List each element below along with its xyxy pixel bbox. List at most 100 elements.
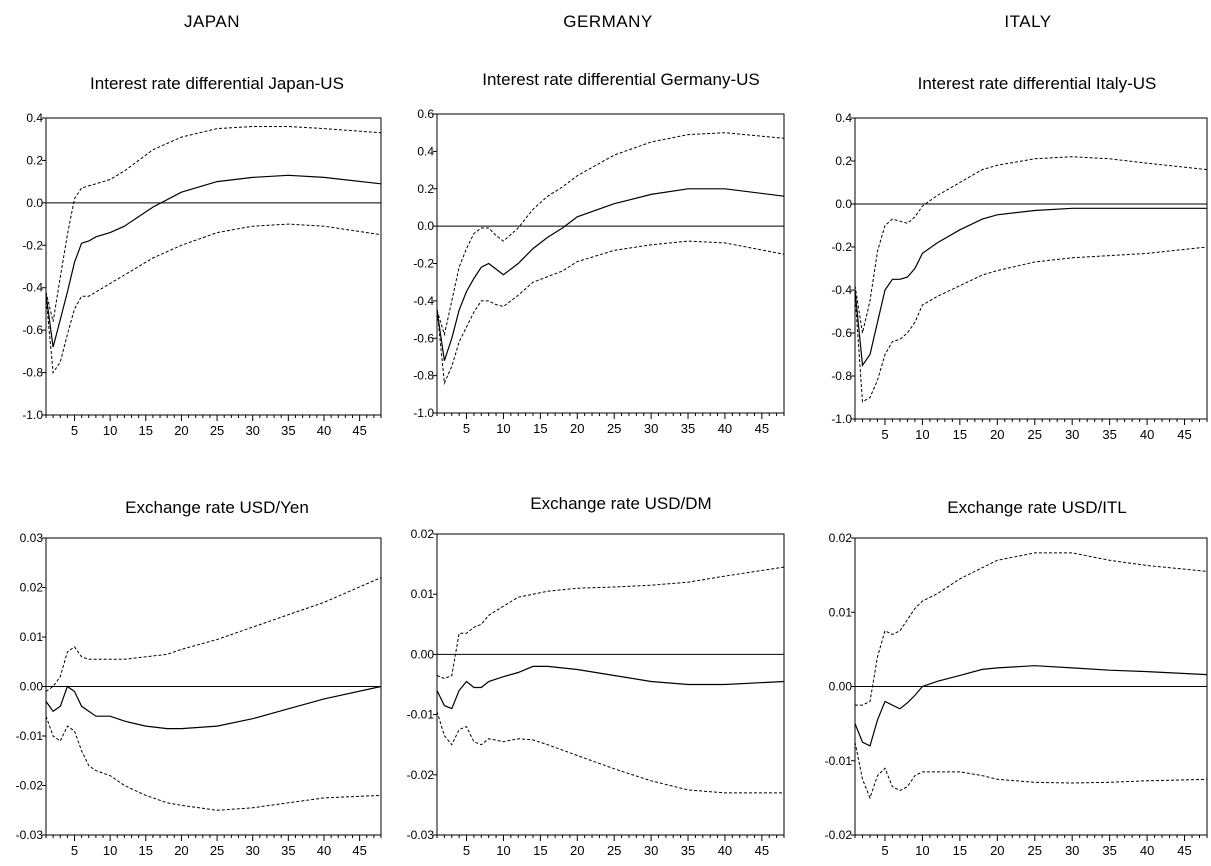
y-tick-label: -0.2 — [413, 257, 434, 271]
y-tick-label: -0.03 — [407, 828, 435, 842]
y-tick-label: -0.4 — [22, 281, 43, 295]
x-tick-label: 45 — [352, 843, 366, 858]
y-tick-label: -0.01 — [825, 754, 853, 768]
x-tick-label: 5 — [71, 843, 78, 858]
x-tick-label: 30 — [644, 421, 658, 436]
panel-title-germany-exchange: Exchange rate USD/DM — [530, 494, 712, 513]
y-tick-label: 0.00 — [20, 680, 44, 694]
impulse-response-line-germany-interest — [436, 188, 785, 361]
y-tick-label: 0.6 — [417, 107, 434, 121]
chart-japan-exchange: -0.03 -0.02 -0.01 0.00 0.01 0.02 0.03 5 10 15 20 25… — [16, 531, 382, 858]
y-tick-label: 0.4 — [417, 144, 434, 158]
x-tick-label: 25 — [1028, 427, 1042, 442]
y-tick-label: -0.03 — [16, 828, 44, 842]
upper-confidence-band-germany-interest — [436, 132, 785, 337]
x-tick-label: 10 — [915, 427, 929, 442]
y-tick-label: 0.00 — [829, 680, 853, 694]
y-tick-label: -1.0 — [831, 412, 852, 426]
lower-confidence-band-italy-exchange — [854, 742, 1208, 800]
y-tick-label: -0.8 — [22, 366, 43, 380]
y-tick-label: 0.0 — [835, 197, 852, 211]
y-tick-label: 0.2 — [417, 182, 434, 196]
x-tick-label: 5 — [463, 843, 470, 858]
y-tick-label: -0.6 — [413, 331, 434, 345]
x-tick-label: 35 — [681, 421, 695, 436]
upper-confidence-band-italy-exchange — [855, 552, 1208, 706]
x-tick-label: 45 — [755, 421, 769, 436]
upper-confidence-band-japan-interest — [45, 126, 382, 322]
country-heading-italy: ITALY — [1004, 12, 1052, 31]
chart-germany-exchange: -0.03 -0.02 -0.01 0.00 0.01 0.02 5 10 15 20 25 30 35… — [407, 527, 785, 858]
y-tick-label: -1.0 — [413, 406, 434, 420]
x-tick-label: 40 — [317, 423, 331, 438]
x-tick-label: 5 — [71, 423, 78, 438]
upper-confidence-band-japan-exchange — [45, 577, 382, 692]
panel-title-italy-interest: Interest rate differential Italy-US — [917, 74, 1157, 93]
lower-confidence-band-germany-interest — [436, 240, 785, 386]
y-tick-label: 0.4 — [26, 111, 43, 125]
y-tick-label: 0.02 — [20, 581, 44, 595]
upper-confidence-band-italy-interest — [854, 156, 1208, 334]
plot-frame-germany-exchange — [436, 533, 785, 836]
x-tick-label: 25 — [607, 421, 621, 436]
x-tick-label: 20 — [990, 427, 1004, 442]
panel-title-japan-interest: Interest rate differential Japan-US — [90, 74, 344, 93]
impulse-response-line-germany-exchange — [436, 665, 785, 710]
x-tick-label: 25 — [210, 843, 224, 858]
x-tick-label: 20 — [990, 843, 1004, 858]
x-tick-label: 15 — [953, 843, 967, 858]
x-tick-label: 25 — [210, 423, 224, 438]
x-tick-label: 25 — [607, 843, 621, 858]
y-tick-label: -0.01 — [16, 729, 44, 743]
y-tick-label: -0.2 — [22, 238, 43, 252]
lower-confidence-band-japan-interest — [45, 223, 382, 375]
chart-italy-interest: -1.0 -0.8 -0.6 -0.4 -0.2 0.0 0.2 0.4 5 10 15 20 25 30… — [831, 111, 1208, 442]
x-tick-label: 45 — [1177, 843, 1191, 858]
y-tick-label: -1.0 — [22, 408, 43, 422]
y-tick-label: 0.2 — [835, 154, 852, 168]
y-tick-label: -0.01 — [407, 708, 435, 722]
x-tick-label: 30 — [1065, 843, 1079, 858]
panel-title-germany-interest: Interest rate differential Germany-US — [482, 70, 760, 89]
x-tick-label: 35 — [281, 423, 295, 438]
impulse-response-line-japan-interest — [45, 174, 382, 348]
y-tick-label: -0.8 — [831, 369, 852, 383]
x-tick-label: 15 — [139, 423, 153, 438]
x-tick-label: 5 — [881, 427, 888, 442]
x-tick-label: 20 — [570, 421, 584, 436]
x-tick-label: 10 — [915, 843, 929, 858]
y-tick-label: 0.02 — [829, 531, 853, 545]
impulse-response-line-italy-interest — [854, 207, 1207, 367]
panel-title-japan-exchange: Exchange rate USD/Yen — [125, 498, 309, 517]
y-tick-label: -0.4 — [413, 294, 434, 308]
x-tick-label: 35 — [281, 843, 295, 858]
x-tick-label: 15 — [533, 421, 547, 436]
y-tick-label: 0.2 — [26, 153, 43, 167]
x-tick-label: 10 — [496, 843, 510, 858]
x-tick-label: 35 — [1102, 843, 1116, 858]
y-tick-label: 0.00 — [411, 647, 435, 661]
lower-confidence-band-italy-interest — [854, 246, 1208, 403]
lower-confidence-band-japan-exchange — [45, 716, 382, 811]
x-tick-label: 15 — [953, 427, 967, 442]
x-tick-label: 40 — [718, 843, 732, 858]
country-heading-germany: GERMANY — [563, 12, 653, 31]
x-tick-label: 35 — [681, 843, 695, 858]
y-tick-label: 0.4 — [835, 111, 852, 125]
x-tick-label: 5 — [881, 843, 888, 858]
x-tick-label: 45 — [1177, 427, 1191, 442]
x-tick-label: 40 — [718, 421, 732, 436]
x-tick-label: 40 — [1140, 427, 1154, 442]
impulse-response-line-italy-exchange — [854, 665, 1208, 747]
country-heading-japan: JAPAN — [183, 12, 241, 31]
y-tick-label: -0.02 — [825, 828, 853, 842]
chart-germany-interest: -1.0 -0.8 -0.6 -0.4 -0.2 0.0 0.2 0.4 0.6 5 10 15 20 2… — [413, 107, 785, 436]
y-tick-label: 0.0 — [417, 219, 434, 233]
upper-confidence-band-germany-exchange — [436, 566, 785, 680]
plot-frame-japan-interest — [45, 117, 382, 416]
y-tick-label: 0.02 — [411, 527, 435, 541]
x-tick-label: 5 — [463, 421, 470, 436]
x-tick-label: 30 — [644, 843, 658, 858]
x-tick-label: 40 — [317, 843, 331, 858]
